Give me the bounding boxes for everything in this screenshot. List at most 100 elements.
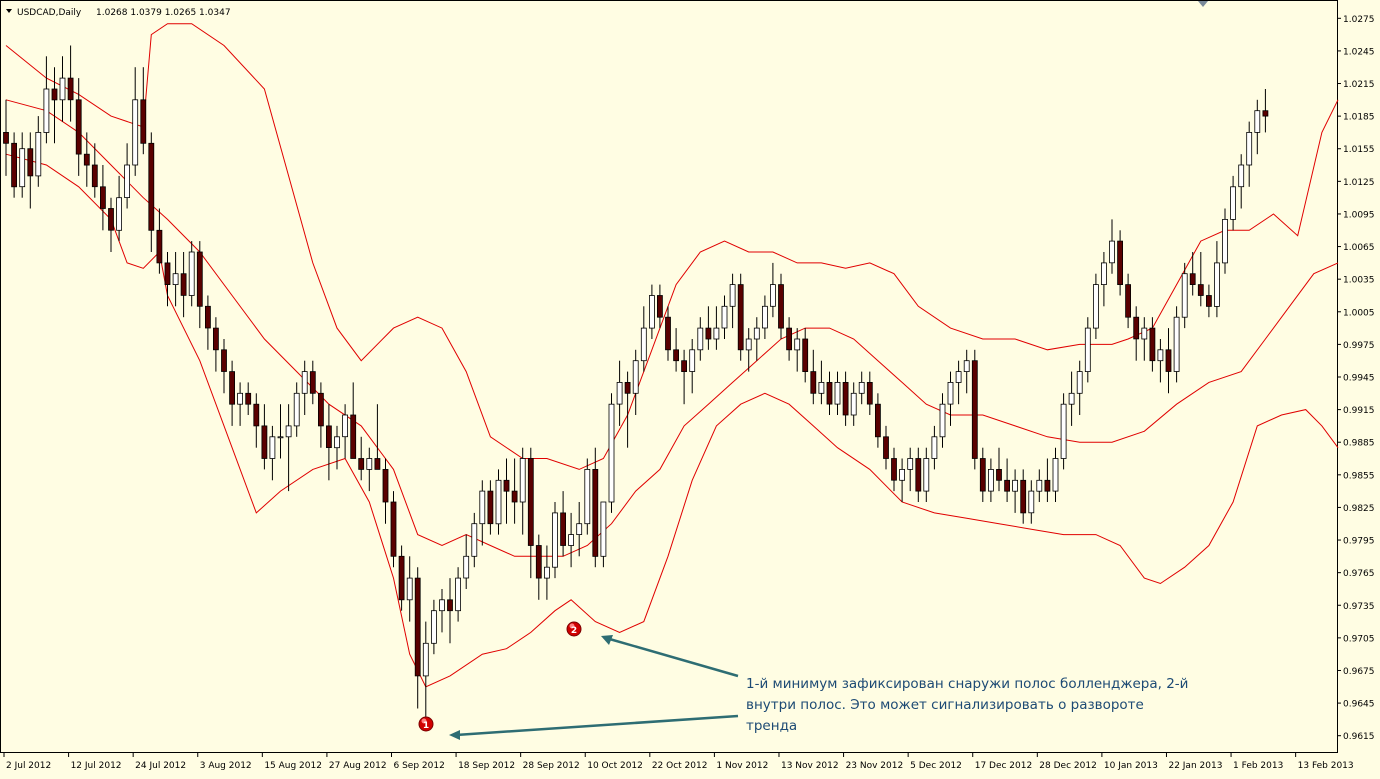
candle xyxy=(1133,306,1140,361)
candle xyxy=(818,360,825,405)
candle xyxy=(3,99,9,176)
candle xyxy=(1117,230,1123,296)
x-tick-label: 13 Nov 2012 xyxy=(781,761,839,771)
candle-body-bullish xyxy=(931,436,938,459)
candle xyxy=(947,371,954,426)
candle xyxy=(75,78,82,176)
marker-1-label: 1 xyxy=(423,721,429,731)
candle-body-bullish xyxy=(1238,164,1245,188)
candle-body-bullish xyxy=(1076,371,1083,394)
candle-body-bearish xyxy=(1020,479,1027,514)
candle xyxy=(544,545,550,600)
candle-body-bullish xyxy=(1254,110,1261,133)
candle xyxy=(971,349,978,470)
candle-body-bullish xyxy=(1068,392,1075,405)
candle-body-bearish xyxy=(447,599,453,612)
candle xyxy=(229,360,236,426)
candle-body-bearish xyxy=(1125,284,1131,318)
x-tick-label: 1 Nov 2012 xyxy=(716,761,768,771)
annotation: 1-й минимум зафиксирован снаружи полос б… xyxy=(418,621,1188,740)
annotation-line-2: внутри полос. Это может сигнализировать … xyxy=(746,697,1144,713)
y-tick-label: 0.9675 xyxy=(1343,667,1375,677)
candle-body-bullish xyxy=(834,381,841,405)
candle xyxy=(390,491,397,568)
x-tick-label: 3 Aug 2012 xyxy=(200,761,252,771)
candle-body-bearish xyxy=(212,327,219,351)
bollinger-lower-line xyxy=(5,153,1339,688)
candle xyxy=(59,56,66,122)
candle xyxy=(1101,252,1107,307)
candle xyxy=(1044,458,1051,502)
candle-body-bullish xyxy=(689,349,696,372)
candle-body-bullish xyxy=(1214,262,1220,307)
candle-body-bearish xyxy=(1149,327,1156,362)
candle-body-bearish xyxy=(1262,110,1269,117)
candle xyxy=(1157,339,1164,383)
x-tick-label: 24 Jul 2012 xyxy=(135,761,186,771)
candle-body-bearish xyxy=(374,458,381,470)
candle xyxy=(269,425,276,481)
candle-body-bullish xyxy=(770,284,776,307)
candle xyxy=(713,306,720,350)
candle-body-bearish xyxy=(1197,284,1204,296)
candle xyxy=(1125,273,1131,329)
candle-body-bearish xyxy=(204,305,211,329)
shift-marker-icon[interactable] xyxy=(1198,1,1208,7)
candle-body-bullish xyxy=(616,381,623,405)
candle-body-bullish xyxy=(1101,262,1107,285)
candle xyxy=(422,621,429,720)
annotation-line-3: тренда xyxy=(746,718,797,734)
candle-body-bullish xyxy=(1109,240,1115,264)
y-tick-label: 0.9765 xyxy=(1343,569,1375,579)
candle xyxy=(503,458,510,524)
candle xyxy=(100,165,106,231)
y-tick-label: 0.9975 xyxy=(1343,341,1375,351)
candle xyxy=(253,393,260,448)
candle xyxy=(535,534,542,600)
candle-body-bearish xyxy=(221,349,227,372)
candle-body-bullish xyxy=(1060,403,1067,459)
candle-body-bullish xyxy=(1012,479,1018,492)
candle xyxy=(810,349,817,405)
arrow-to-second-low xyxy=(605,636,739,678)
candle-body-bearish xyxy=(883,436,889,459)
candle-body-bearish xyxy=(1206,295,1212,307)
candle xyxy=(616,360,623,426)
candle-body-bullish xyxy=(858,381,865,394)
candle-body-bullish xyxy=(988,468,994,492)
candles xyxy=(3,45,1269,720)
candle-body-bullish xyxy=(608,403,615,503)
candle-body-bullish xyxy=(729,284,736,307)
candle-body-bearish xyxy=(705,327,712,340)
candle xyxy=(1084,317,1091,383)
candle-body-bearish xyxy=(11,142,18,188)
candle-body-bearish xyxy=(148,142,155,231)
candle-body-bearish xyxy=(996,468,1002,481)
candle xyxy=(770,262,776,318)
candle xyxy=(317,382,324,448)
bollinger-bands xyxy=(5,23,1339,688)
candle xyxy=(608,393,615,513)
candle xyxy=(1141,317,1148,361)
candle-body-bullish xyxy=(1222,218,1228,264)
y-tick-label: 1.0245 xyxy=(1343,47,1375,57)
candle xyxy=(1262,89,1269,133)
candle-body-bearish xyxy=(390,501,397,557)
y-tick-label: 0.9885 xyxy=(1343,439,1375,449)
candle xyxy=(350,382,357,459)
candle xyxy=(51,67,58,144)
candle xyxy=(430,599,437,655)
candle xyxy=(665,306,671,361)
candle-body-bearish xyxy=(1133,316,1140,340)
candle-body-bullish xyxy=(552,512,558,568)
candle-body-bearish xyxy=(196,251,203,307)
candle-body-bearish xyxy=(261,425,268,459)
candle xyxy=(915,447,922,502)
candle xyxy=(19,132,26,198)
candle-body-bearish xyxy=(67,77,74,101)
dropdown-triangle-icon[interactable] xyxy=(6,9,12,13)
x-tick-label: 22 Jan 2013 xyxy=(1168,761,1222,771)
candle xyxy=(116,175,122,242)
candle-body-bullish xyxy=(455,577,462,612)
candle xyxy=(697,317,704,361)
